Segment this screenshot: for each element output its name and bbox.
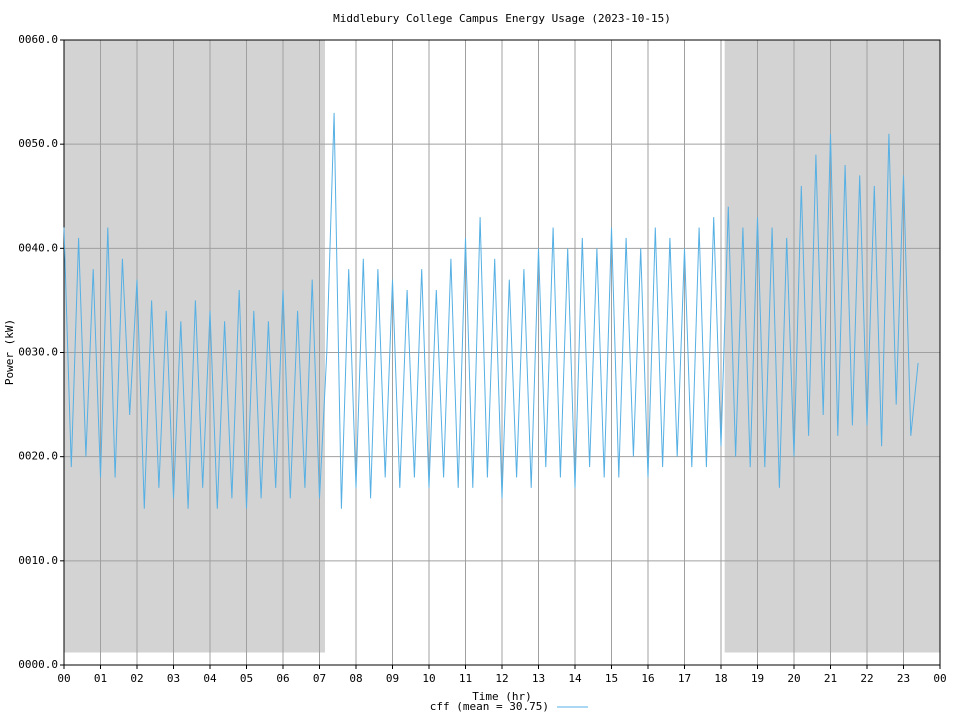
x-tick-label: 19 xyxy=(751,672,764,685)
x-tick-label: 00 xyxy=(57,672,70,685)
y-tick-label: 0030.0 xyxy=(18,346,58,359)
x-tick-label: 18 xyxy=(714,672,727,685)
y-tick-label: 0060.0 xyxy=(18,33,58,46)
x-tick-label: 11 xyxy=(459,672,472,685)
x-tick-label: 17 xyxy=(678,672,691,685)
x-tick-label: 03 xyxy=(167,672,180,685)
x-tick-label: 15 xyxy=(605,672,618,685)
y-tick-label: 0000.0 xyxy=(18,658,58,671)
x-tick-label: 14 xyxy=(568,672,582,685)
x-tick-label: 08 xyxy=(349,672,362,685)
plot-frame xyxy=(63,39,941,666)
x-tick-label: 21 xyxy=(824,672,837,685)
x-tick-label: 12 xyxy=(495,672,508,685)
y-tick-label: 0050.0 xyxy=(18,137,58,150)
x-tick-label: 23 xyxy=(897,672,910,685)
x-tick-label: 07 xyxy=(313,672,326,685)
x-tick-label: 02 xyxy=(130,672,143,685)
x-tick-label: 09 xyxy=(386,672,399,685)
data-line xyxy=(63,112,919,509)
x-tick-label: 22 xyxy=(860,672,873,685)
x-tick-label: 01 xyxy=(94,672,107,685)
x-tick-label: 16 xyxy=(641,672,654,685)
x-tick-label: 05 xyxy=(240,672,253,685)
x-axis-label: Time (hr) xyxy=(472,690,532,703)
y-axis-label: Power (kW) xyxy=(3,319,16,385)
legend-label: cff (mean = 30.75) xyxy=(430,700,549,713)
night-shade xyxy=(64,40,325,653)
x-tick-label: 06 xyxy=(276,672,289,685)
y-tick-label: 0010.0 xyxy=(18,554,58,567)
x-tick-label: 20 xyxy=(787,672,800,685)
x-tick-label: 10 xyxy=(422,672,435,685)
chart-title: Middlebury College Campus Energy Usage (… xyxy=(333,12,671,25)
x-tick-label: 00 xyxy=(933,672,946,685)
y-tick-label: 0020.0 xyxy=(18,450,58,463)
y-tick-label: 0040.0 xyxy=(18,241,58,254)
night-shade xyxy=(724,40,940,653)
x-tick-label: 04 xyxy=(203,672,217,685)
x-tick-label: 13 xyxy=(532,672,545,685)
